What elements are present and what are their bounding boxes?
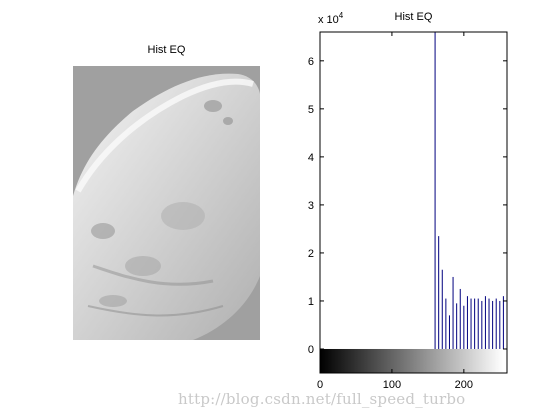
y-tick-label: 3 bbox=[308, 200, 314, 212]
y-tick-label: 0 bbox=[308, 344, 314, 356]
phobos-image bbox=[73, 66, 260, 340]
y-exponent-base: x 10 bbox=[318, 14, 339, 26]
x-tick-label: 100 bbox=[383, 379, 401, 391]
y-exponent-label: x 104 bbox=[318, 11, 344, 26]
grayscale-colorbar bbox=[320, 348, 504, 373]
image-title: Hist EQ bbox=[147, 44, 186, 56]
watermark-url: http://blog.csdn.net/full_speed_turbo bbox=[178, 390, 466, 408]
y-tick-label: 1 bbox=[308, 296, 314, 308]
axes-frame bbox=[319, 31, 508, 374]
x-tick-label: 0 bbox=[317, 379, 323, 391]
chart-title: Hist EQ bbox=[394, 11, 433, 23]
y-tick-label: 4 bbox=[308, 152, 314, 164]
y-tick-label: 5 bbox=[308, 104, 314, 116]
y-exponent-power: 4 bbox=[339, 11, 344, 20]
x-tick-label: 200 bbox=[455, 379, 473, 391]
y-tick-label: 6 bbox=[308, 56, 314, 68]
y-tick-label: 2 bbox=[308, 248, 314, 260]
